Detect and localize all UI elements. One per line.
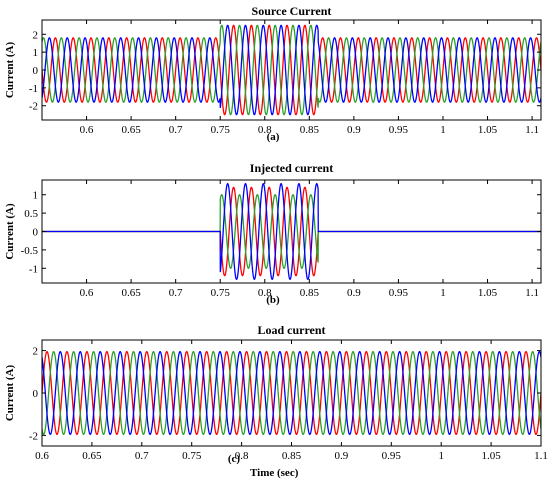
x-tick-label: 0.85	[300, 124, 320, 136]
x-tick-label: 0.95	[389, 124, 409, 136]
x-tick-label: 1.05	[478, 124, 498, 136]
x-tick-label: 1	[440, 287, 446, 299]
y-tick-label: -2	[29, 430, 38, 442]
chart-title: Load current	[257, 323, 325, 337]
y-tick-label: 0.5	[24, 208, 38, 220]
y-tick-label: -1	[29, 83, 38, 95]
x-tick-label: 0.85	[282, 450, 302, 462]
y-tick-label: 0	[33, 227, 39, 239]
x-tick-label: 0.95	[382, 450, 402, 462]
x-tick-label: 1.1	[525, 287, 539, 299]
series-line-red	[42, 24, 541, 116]
x-tick-label: 0.75	[182, 450, 202, 462]
x-tick-label: 0.95	[389, 287, 409, 299]
series-line-blue	[42, 350, 541, 436]
series-line-red	[42, 350, 541, 436]
y-axis-label: Current (A)	[4, 203, 16, 260]
x-tick-label: 0.6	[80, 287, 94, 299]
chart-panel-3: Load current Current (A) 0.6 0.65 0.7 0.75 0.8…	[4, 323, 548, 479]
y-axis-label: Current (A)	[4, 42, 16, 99]
x-tick-label: 1.05	[478, 287, 498, 299]
chart-panel-1: Source Current Current (A) 0.6 0.65 0.7 0.75 0…	[4, 4, 542, 143]
y-tick-label: 2	[33, 346, 39, 358]
x-axis-label: Time (sec)	[250, 467, 299, 479]
traces	[42, 350, 541, 436]
series-line-blue	[42, 24, 541, 116]
x-tick-label: 0.8	[258, 124, 272, 136]
series-line-green	[42, 350, 541, 436]
x-tick-label: 0.65	[121, 124, 141, 136]
chart-title: Source Current	[252, 4, 332, 18]
x-tick-label: 1	[440, 124, 446, 136]
x-tick-label: 0.75	[211, 287, 231, 299]
panel-label: (c)	[228, 453, 241, 465]
x-tick-label: 0.6	[80, 124, 94, 136]
panel-label: (a)	[267, 131, 280, 143]
x-tick-label: 1.05	[481, 450, 501, 462]
y-tick-label: 0	[33, 388, 39, 400]
x-tick-label: 0.65	[121, 287, 141, 299]
chart-panel-2: Injected current Current (A) 0.6 0.65 0.7 0.7…	[4, 161, 542, 306]
traces	[42, 182, 541, 281]
y-tick-label: -1	[29, 263, 38, 275]
x-tick-label: 1.1	[534, 450, 548, 462]
x-tick-label: 0.8	[258, 287, 272, 299]
x-tick-label: 0.7	[169, 287, 183, 299]
y-tick-label: 1	[33, 190, 39, 202]
x-tick-label: 0.9	[347, 287, 361, 299]
chart-title: Injected current	[250, 161, 333, 175]
panel-label: (b)	[266, 294, 280, 306]
y-tick-label: -0.5	[21, 245, 39, 257]
x-tick-label: 0.65	[82, 450, 102, 462]
y-tick-label: 0	[33, 65, 39, 77]
y-axis-label: Current (A)	[4, 365, 16, 422]
x-tick-label: 0.9	[347, 124, 361, 136]
x-tick-label: 0.75	[211, 124, 231, 136]
y-tick-label: 2	[33, 29, 39, 41]
series-line-green	[42, 24, 541, 116]
x-tick-label: 1	[438, 450, 444, 462]
x-tick-label: 0.7	[169, 124, 183, 136]
x-tick-label: 0.7	[135, 450, 149, 462]
traces	[42, 24, 541, 116]
x-tick-label: 0.85	[300, 287, 320, 299]
x-tick-label: 0.9	[335, 450, 349, 462]
x-tick-label: 0.8	[235, 450, 249, 462]
x-tick-label: 0.6	[35, 450, 49, 462]
x-tick-label: 1.1	[525, 124, 539, 136]
series-line-blue	[42, 182, 541, 281]
y-tick-label: -2	[29, 101, 38, 113]
y-tick-label: 1	[33, 47, 39, 59]
